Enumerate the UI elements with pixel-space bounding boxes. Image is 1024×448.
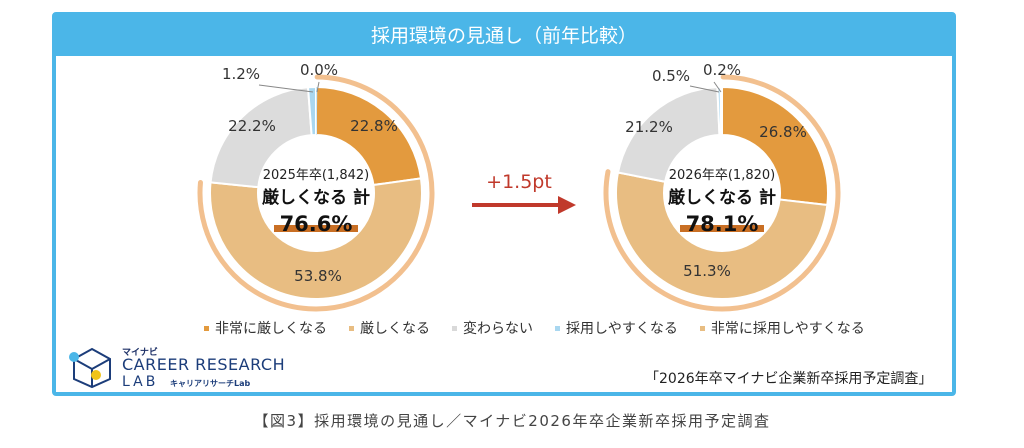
donut-slice xyxy=(209,86,313,189)
donut-slice xyxy=(615,171,829,300)
slice-value-label: 0.2% xyxy=(703,61,741,79)
leader-line xyxy=(713,81,722,93)
outer-highlight-ring xyxy=(603,74,841,312)
outer-highlight-ring xyxy=(197,74,435,312)
career-research-lab-logo: マイナビ CAREER RESEARCH LAB キャリアリサーチLab xyxy=(66,345,296,390)
legend-item-hard: 厳しくなる xyxy=(349,318,430,338)
slice-value-label: 1.2% xyxy=(222,65,260,83)
slice-value-label: 22.8% xyxy=(350,117,398,135)
leader-line xyxy=(316,81,320,93)
chart-title: 採用環境の見通し（前年比較） xyxy=(56,16,952,56)
legend-item-easier: 採用しやすくなる xyxy=(555,318,678,338)
donut-chart-2: 26.8% 51.3% 21.2% 0.5% 0.2% 2026年卒(1,820) 厳しくな… xyxy=(603,61,841,312)
donut-slice xyxy=(209,177,423,300)
leader-line xyxy=(258,84,314,93)
legend-swatch xyxy=(452,325,457,331)
slice-value-label: 22.2% xyxy=(228,117,276,135)
center-year-label: 2025年卒(1,842) xyxy=(263,168,369,183)
total-underline-bar xyxy=(274,225,358,232)
donut-chart-1: 22.8% 53.8% 22.2% 1.2% 0.0% 2025年卒(1,842) 厳しくな… xyxy=(197,61,435,312)
logo-main: CAREER RESEARCH xyxy=(122,355,286,374)
center-year-label: 2026年卒(1,820) xyxy=(669,168,775,183)
center-total-label: 厳しくなる 計 xyxy=(668,187,776,208)
difference-arrow: +1.5pt xyxy=(472,171,576,214)
slice-value-label: 26.8% xyxy=(759,123,807,141)
difference-label: +1.5pt xyxy=(486,171,552,193)
logo-sub: キャリアリサーチLab xyxy=(170,379,251,388)
donut-slice xyxy=(719,85,723,137)
source-note: 「2026年卒マイナビ企業新卒採用予定調査」 xyxy=(645,371,933,387)
legend-label: 非常に採用しやすくなる xyxy=(710,321,865,337)
leader-line xyxy=(689,85,720,93)
legend-swatch xyxy=(204,325,209,331)
legend-swatch xyxy=(699,325,705,331)
slice-value-label: 53.8% xyxy=(294,267,342,285)
legend-swatch xyxy=(555,325,560,331)
donut-slice xyxy=(721,85,829,207)
donut-slice xyxy=(316,87,318,136)
legend-item-no-change: 変わらない xyxy=(452,318,533,338)
slice-value-label: 51.3% xyxy=(683,262,731,280)
slice-value-label: 0.0% xyxy=(300,61,338,79)
legend: 非常に厳しくなる 厳しくなる 変わらない 採用しやすくなる 非常に採用しやすくな… xyxy=(204,318,865,338)
legend-label: 厳しくなる xyxy=(360,321,430,337)
figure-caption: 【図3】採用環境の見通し／マイナビ2026年卒企業新卒採用予定調査 xyxy=(253,412,771,430)
arrow-head-icon xyxy=(558,196,576,214)
slice-value-label: 21.2% xyxy=(625,118,673,136)
cube-logo-icon xyxy=(69,347,111,389)
legend-swatch xyxy=(349,325,354,331)
total-underline-bar xyxy=(680,225,764,232)
legend-item-much-easier: 非常に採用しやすくなる xyxy=(699,318,865,338)
center-total-label: 厳しくなる 計 xyxy=(262,187,370,208)
center-total-value: 78.1% xyxy=(686,212,759,236)
legend-label: 変わらない xyxy=(463,321,533,337)
legend-label: 非常に厳しくなる xyxy=(215,321,327,337)
legend-label: 採用しやすくなる xyxy=(566,321,678,337)
center-total-value: 76.6% xyxy=(280,212,353,236)
logo-maker: マイナビ xyxy=(122,348,158,358)
legend-item-very-hard: 非常に厳しくなる xyxy=(204,318,327,338)
logo-lab: LAB xyxy=(122,374,159,390)
slice-value-label: 0.5% xyxy=(652,67,690,85)
